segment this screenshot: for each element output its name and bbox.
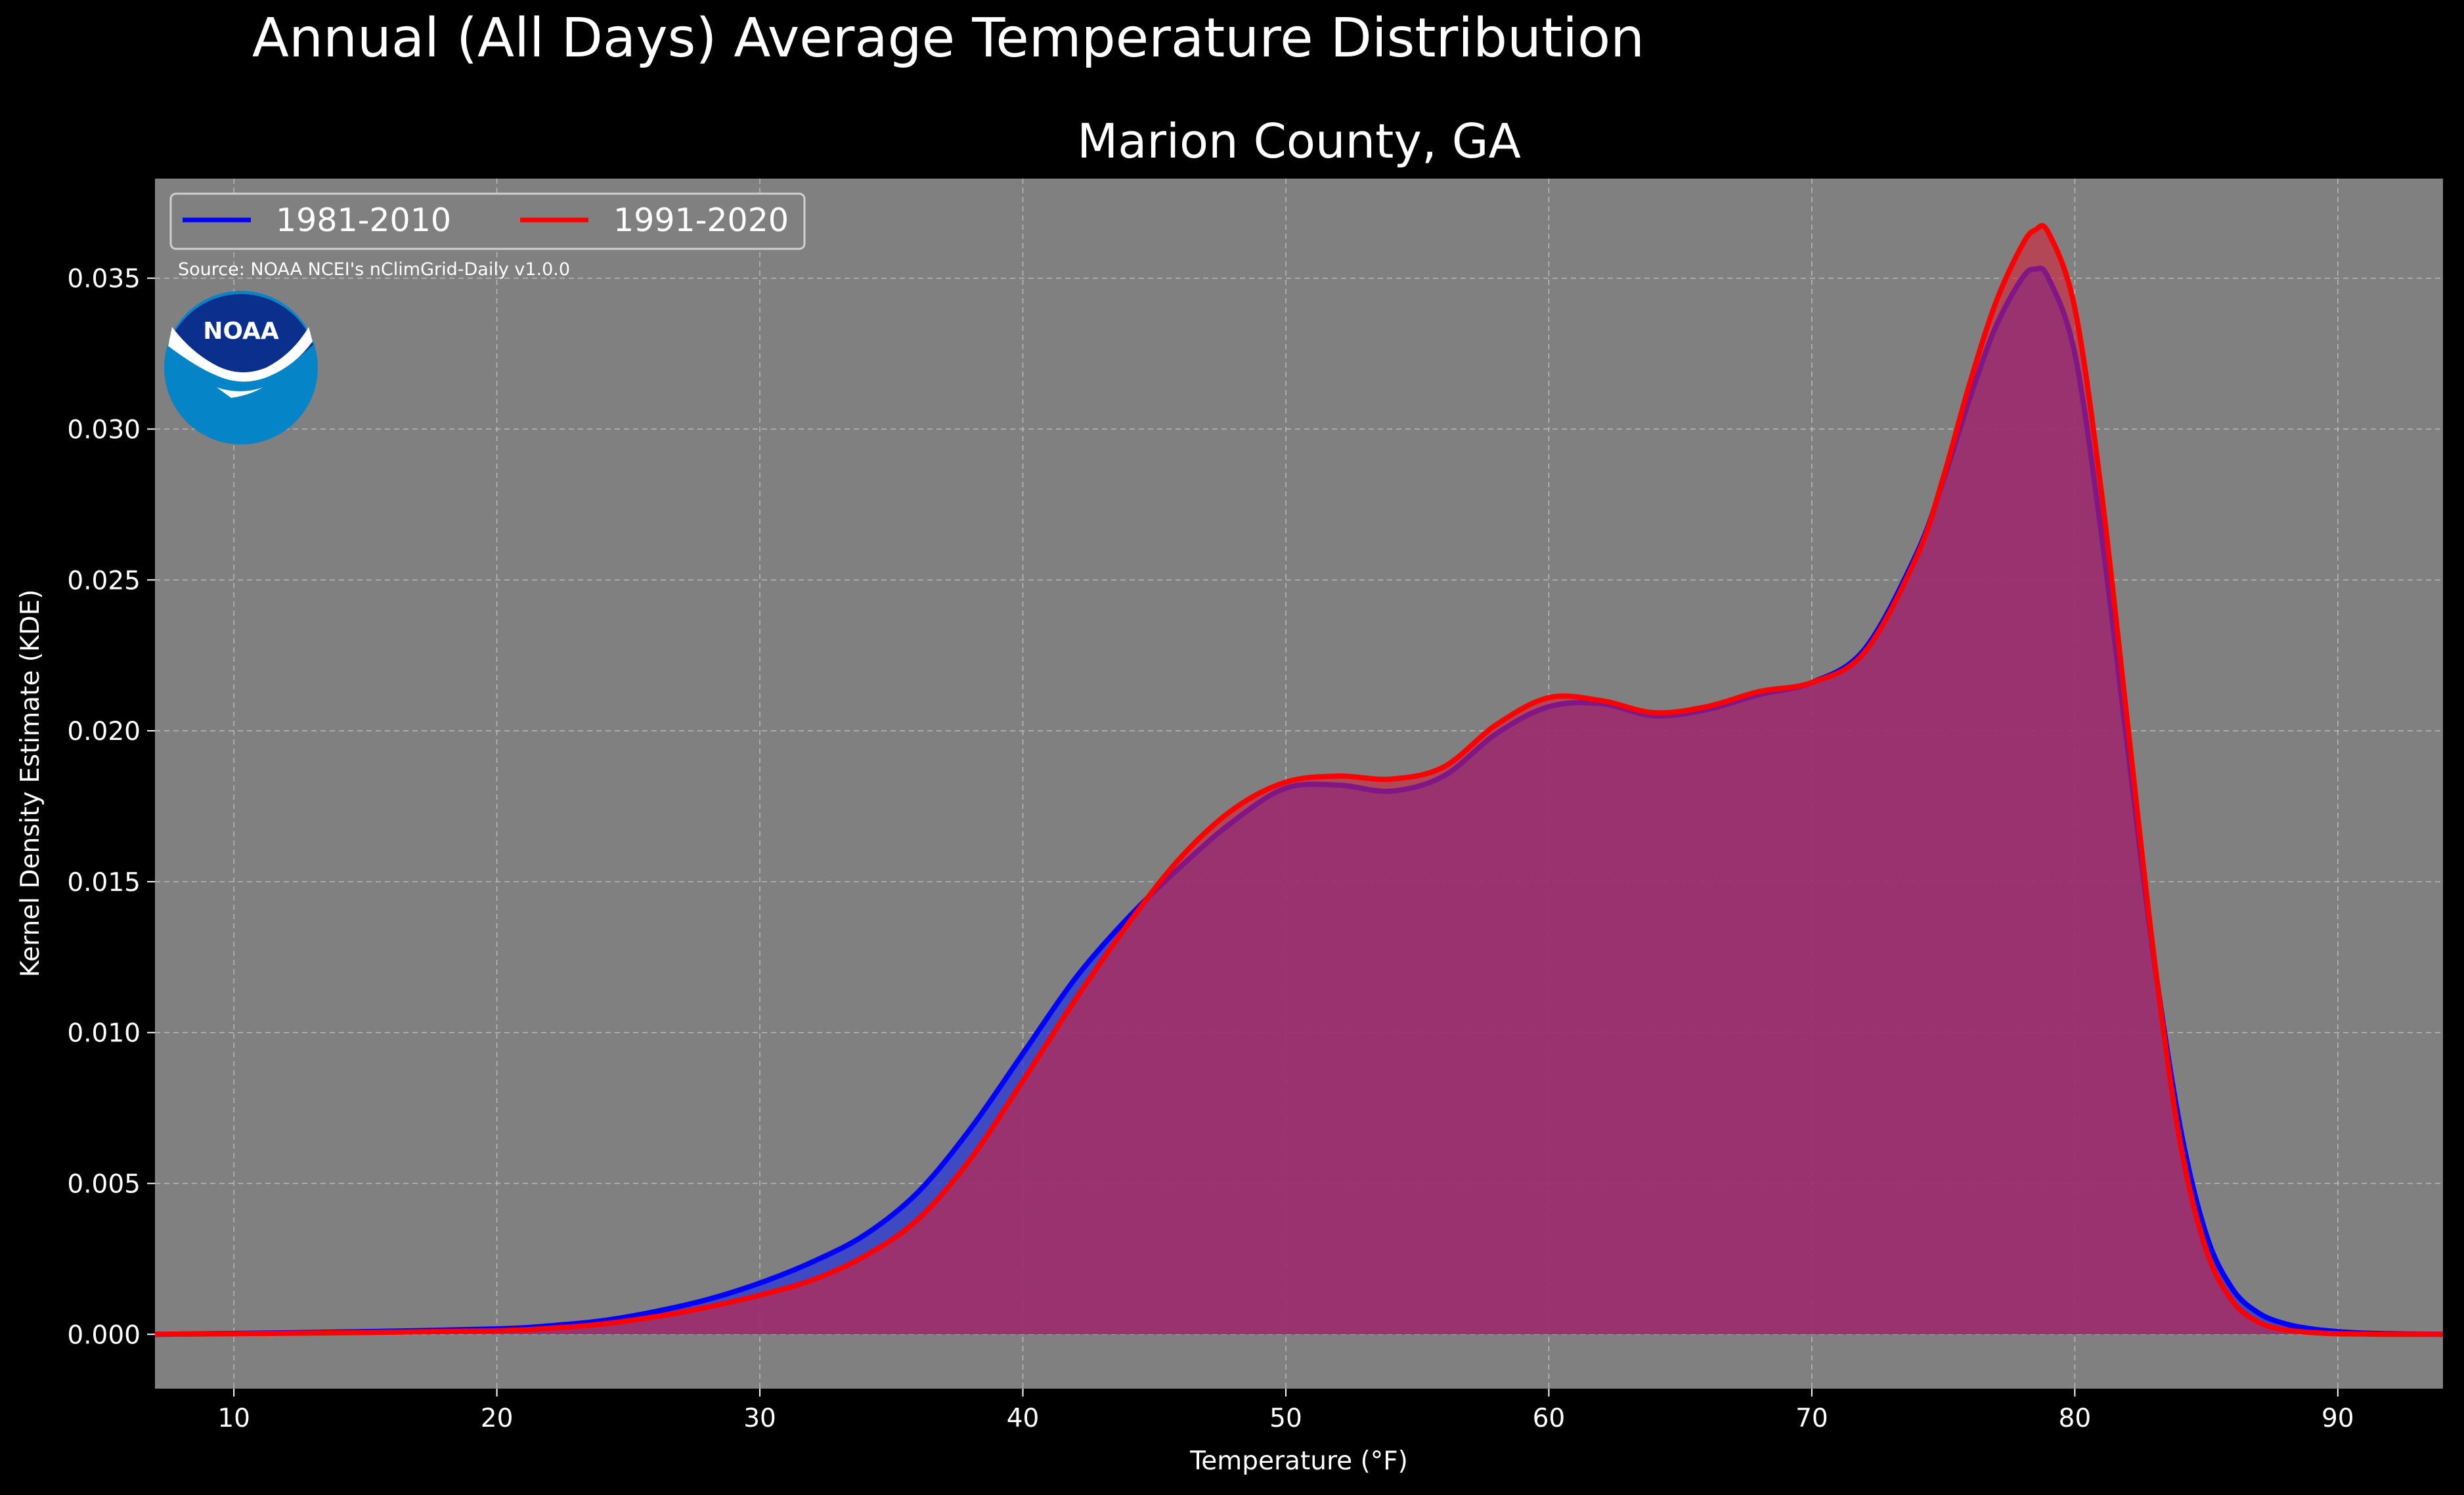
line-1991-2020 (154, 223, 2443, 1337)
x-tick-label-30: 30 (743, 1404, 776, 1433)
y-tick-label-5: 0.025 (67, 566, 141, 596)
y-tick-label-4: 0.020 (67, 717, 141, 747)
x-tick-label-40: 40 (1007, 1404, 1040, 1433)
y-axis-ticks: 0.000 0.005 0.010 0.015 0.020 0.025 0.030 0.035 (67, 265, 155, 1350)
noaa-logo-icon: NOAA (164, 291, 318, 444)
x-axis-label: Temperature (°F) (1189, 1446, 1408, 1476)
y-tick-label-1: 0.005 (67, 1169, 141, 1199)
x-tick-label-60: 60 (1533, 1404, 1566, 1433)
y-tick-label-0: 0.000 (67, 1320, 141, 1350)
legend-frame (169, 192, 806, 250)
y-tick-label-6: 0.030 (67, 415, 141, 444)
legend: 1981-2010 1991-2020 (169, 192, 806, 250)
chart-title: Annual (All Days) Average Temperature Di… (252, 7, 1644, 70)
x-axis-ticks: 10 20 30 40 50 60 70 80 90 (217, 1389, 2354, 1433)
x-tick-label-70: 70 (1795, 1404, 1828, 1433)
legend-label-1991-2020: 1991-2020 (613, 202, 789, 239)
y-tick-label-7: 0.035 (67, 265, 141, 294)
y-tick-label-3: 0.015 (67, 868, 141, 898)
x-tick-label-80: 80 (2059, 1404, 2092, 1433)
x-tick-label-10: 10 (217, 1404, 250, 1433)
x-tick-label-50: 50 (1269, 1404, 1302, 1433)
kde-series (154, 223, 2444, 1337)
x-tick-label-90: 90 (2321, 1404, 2354, 1433)
legend-label-1981-2010: 1981-2010 (276, 202, 451, 239)
x-tick-label-20: 20 (481, 1404, 514, 1433)
chart-subtitle: Marion County, GA (1077, 114, 1521, 169)
y-tick-label-2: 0.010 (67, 1019, 141, 1049)
source-note: Source: NOAA NCEI's nClimGrid-Daily v1.0… (178, 259, 570, 280)
noaa-logo-text: NOAA (203, 318, 279, 345)
y-axis-label: Kernel Density Estimate (KDE) (16, 590, 45, 978)
